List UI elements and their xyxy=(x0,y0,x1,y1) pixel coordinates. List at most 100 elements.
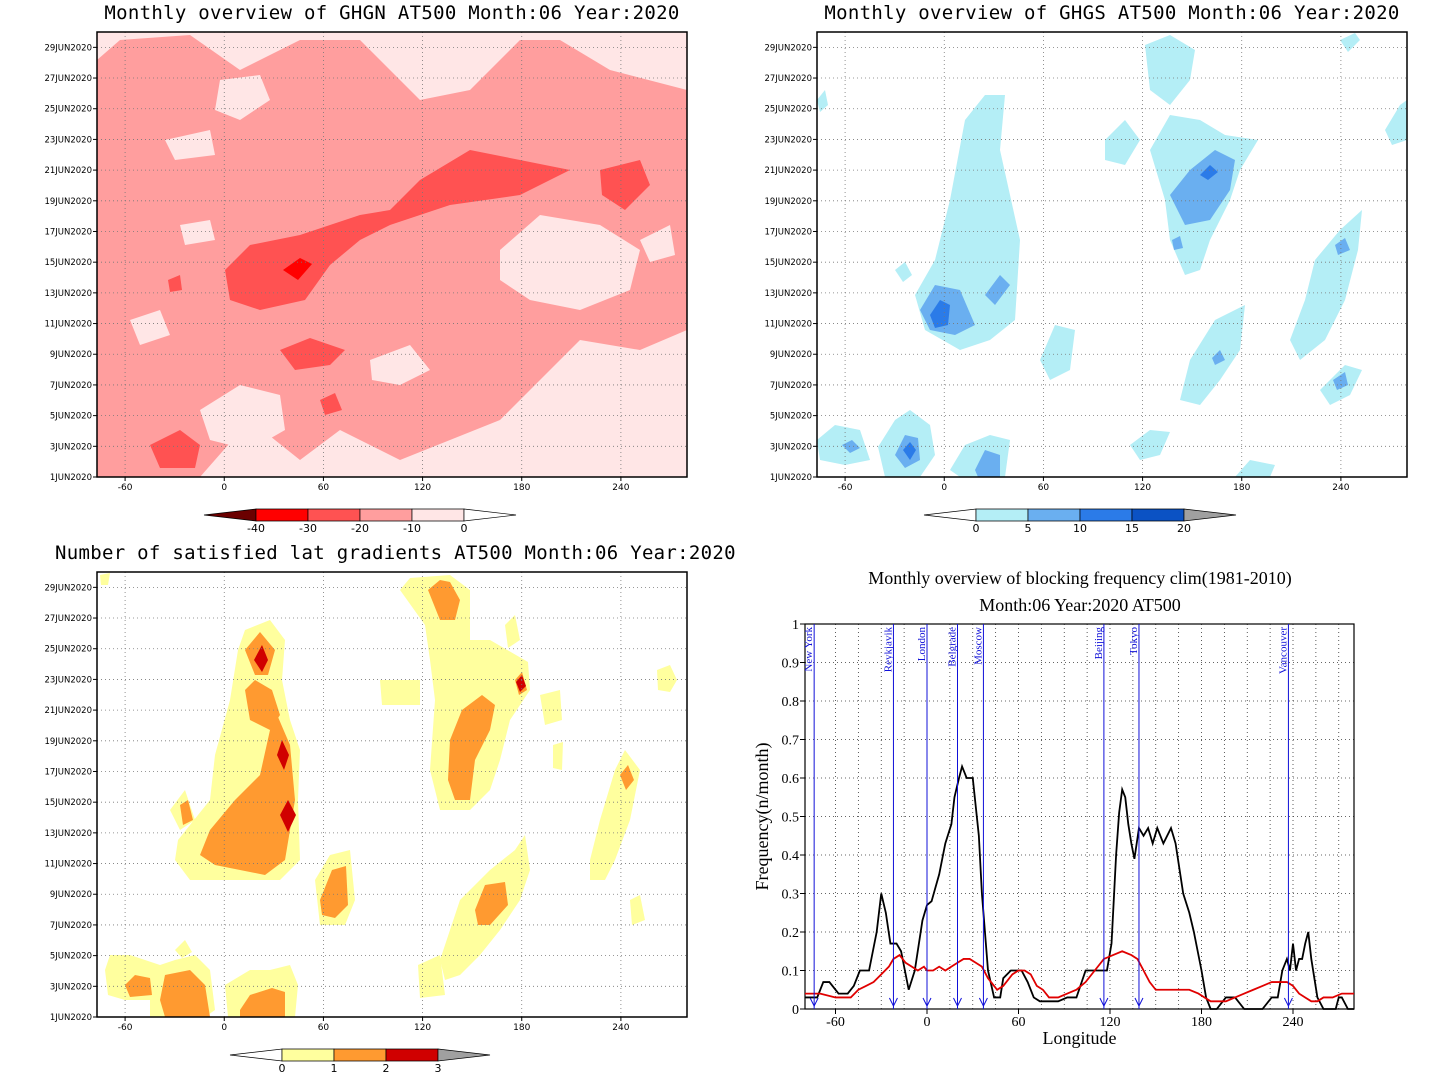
blocking-ytick-label: 0.3 xyxy=(782,888,800,903)
ghgn-contour-minus20 xyxy=(225,150,570,310)
city-arrow-new-york xyxy=(809,997,819,1008)
chart3-ytick-label: 3JUN2020 xyxy=(50,982,92,992)
blocking-ylabel: Frequency(n/month) xyxy=(752,743,773,891)
chart2-ytick-label: 7JUN2020 xyxy=(770,381,812,391)
blocking-ytick-label: 0.1 xyxy=(782,965,800,980)
ghgs-contour-10 xyxy=(1172,236,1183,250)
blocking-ytick-label: 0.4 xyxy=(782,849,800,864)
ghgn-contour-0 xyxy=(215,75,270,120)
chart3-ytick-label: 25JUN2020 xyxy=(44,645,92,655)
lat-level-2 xyxy=(320,866,348,918)
ghgn-contour-minus20 xyxy=(320,393,342,415)
lat-level-2 xyxy=(240,988,285,1017)
chart2-xtick-label: 240 xyxy=(1332,483,1349,493)
blocking-ytick-label: 0.8 xyxy=(782,695,800,710)
ghgs-contour-5 xyxy=(895,262,912,282)
colorbar2-label: 15 xyxy=(1125,522,1139,535)
blocking-series-climatology xyxy=(805,950,1354,1003)
blocking-ytick-label: 0.7 xyxy=(782,734,800,749)
blocking-ytick-label: 1 xyxy=(792,618,799,633)
ghgs-contour-5 xyxy=(1385,100,1407,145)
lat-level-1 xyxy=(630,895,645,925)
chart1-ytick-label: 7JUN2020 xyxy=(50,381,92,391)
chart2-ytick-label: 21JUN2020 xyxy=(764,166,812,176)
chart1-frame xyxy=(96,31,688,478)
colorbar3-label: 2 xyxy=(383,1062,390,1075)
colorbar1-label: -10 xyxy=(403,522,421,535)
chart3-ytick-label: 11JUN2020 xyxy=(44,860,92,870)
lat-gradients-title: Number of satisfied lat gradients AT500 … xyxy=(55,542,736,564)
chart3-ytick-label: 19JUN2020 xyxy=(44,737,92,747)
chart1-ytick-label: 1JUN2020 xyxy=(50,473,92,483)
ghgs-contour-5 xyxy=(1040,325,1075,380)
ghgs-contour-10 xyxy=(1170,150,1235,225)
colorbar1-label: -20 xyxy=(351,522,369,535)
lat-level-2 xyxy=(448,695,495,800)
chart1-ytick-label: 9JUN2020 xyxy=(50,350,92,360)
blocking-frequency-subtitle: Month:06 Year:2020 AT500 xyxy=(979,595,1181,615)
ghgn-chart: 1JUN2020 3JUN2020 5JUN2020 7JUN2020 9JUN2020… xyxy=(44,31,688,535)
lat-level-2 xyxy=(428,580,460,620)
ghgs-contour-10 xyxy=(1335,238,1350,255)
lat-level-1 xyxy=(400,575,530,810)
chart2-ytick-label: 19JUN2020 xyxy=(764,197,812,207)
ghgs-contour-10 xyxy=(842,440,860,453)
chart2-ytick-label: 11JUN2020 xyxy=(764,320,812,330)
city-label-new-york: New York xyxy=(803,627,815,672)
lat-level-2 xyxy=(200,710,295,875)
ghgn-contour-minus20 xyxy=(150,430,200,468)
ghgs-title: Monthly overview of GHGS AT500 Month:06 … xyxy=(824,2,1400,24)
chart1-ytick-label: 27JUN2020 xyxy=(44,74,92,84)
lat-level-2 xyxy=(125,975,152,997)
ghgn-contour-0 xyxy=(200,385,285,450)
chart2-xtick-label: 180 xyxy=(1233,483,1250,493)
lat-level-2 xyxy=(160,970,210,1017)
colorbar1-label: -40 xyxy=(247,522,265,535)
blocking-xtick-label: 0 xyxy=(924,1015,931,1030)
chart3-xtick-label: 0 xyxy=(221,1023,227,1033)
ghgs-contour-10 xyxy=(975,450,1000,477)
ghgs-contour-5 xyxy=(817,90,828,112)
chart1-ytick-label: 5JUN2020 xyxy=(50,412,92,422)
ghgs-contour-15 xyxy=(1200,165,1218,180)
city-arrow-moscow xyxy=(978,997,988,1008)
chart3-ytick-label: 27JUN2020 xyxy=(44,614,92,624)
blocking-xlabel: Longitude xyxy=(1043,1028,1117,1048)
ghgn-title: Monthly overview of GHGN AT500 Month:06 … xyxy=(104,2,680,24)
ghgn-contour-minus30 xyxy=(283,258,312,280)
chart1-ytick-label: 29JUN2020 xyxy=(44,43,92,53)
ghgn-contour-0 xyxy=(180,220,215,245)
lat-level-3 xyxy=(277,740,289,770)
colorbar2-swatch xyxy=(1183,508,1237,522)
chart1-ytick-label: 19JUN2020 xyxy=(44,197,92,207)
chart3-xtick-label: -60 xyxy=(118,1023,133,1033)
city-label-moscow: Moscow xyxy=(972,627,984,665)
chart1-xtick-label: 0 xyxy=(221,483,227,493)
chart2-xtick-label: 120 xyxy=(1134,483,1151,493)
chart3-xtick-label: 120 xyxy=(414,1023,431,1033)
ghgn-contour-0 xyxy=(165,130,215,160)
chart2-ytick-label: 25JUN2020 xyxy=(764,105,812,115)
ghgn-contour-minus10 xyxy=(97,35,687,477)
ghgn-contour-minus20 xyxy=(280,338,345,370)
chart3-xtick-label: 180 xyxy=(513,1023,530,1033)
blocking-frequency-title: Monthly overview of blocking frequency c… xyxy=(868,568,1292,588)
city-arrow-belgrade xyxy=(953,997,962,1008)
city-arrow-vancouver xyxy=(1283,997,1293,1008)
chart3-frame xyxy=(96,571,688,1018)
ghgn-contour-0 xyxy=(370,345,430,385)
blocking-xtick-label: 240 xyxy=(1283,1015,1304,1030)
chart3-ytick-label: 13JUN2020 xyxy=(44,829,92,839)
chart1-ytick-label: 23JUN2020 xyxy=(44,135,92,145)
chart3-ytick-label: 7JUN2020 xyxy=(50,921,92,931)
chart1-ytick-label: 13JUN2020 xyxy=(44,289,92,299)
ghgs-contour-5 xyxy=(1130,430,1170,460)
colorbar1-label: 0 xyxy=(461,522,468,535)
chart3-ytick-label: 15JUN2020 xyxy=(44,798,92,808)
chart3-ytick-label: 9JUN2020 xyxy=(50,890,92,900)
chart3-xtick-label: 60 xyxy=(318,1023,330,1033)
blocking-frame xyxy=(804,623,1355,1010)
ghgn-contour-minus20 xyxy=(168,275,182,292)
blocking-ytick-label: 0.5 xyxy=(782,811,800,826)
ghgn-contour-0 xyxy=(130,310,170,345)
